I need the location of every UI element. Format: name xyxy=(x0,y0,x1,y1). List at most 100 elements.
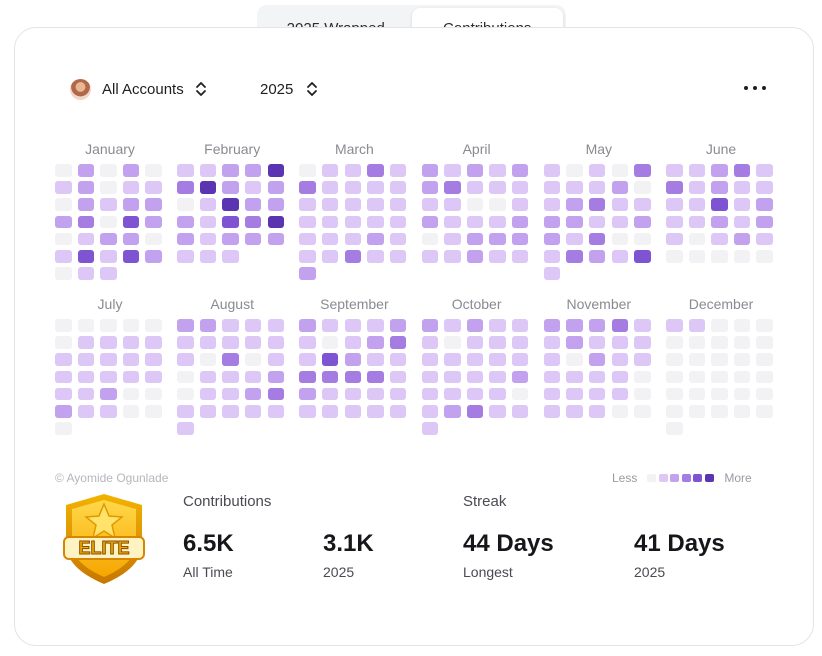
day-cell[interactable] xyxy=(588,336,606,349)
day-cell[interactable] xyxy=(711,181,728,194)
day-cell[interactable] xyxy=(299,405,316,418)
day-cell[interactable] xyxy=(466,181,484,194)
day-cell[interactable] xyxy=(100,336,117,349)
day-cell[interactable] xyxy=(666,198,683,211)
day-cell[interactable] xyxy=(666,405,683,418)
day-cell[interactable] xyxy=(145,353,162,366)
day-cell[interactable] xyxy=(466,387,484,401)
day-cell[interactable] xyxy=(299,232,316,246)
day-cell[interactable] xyxy=(199,181,217,194)
day-cell[interactable] xyxy=(444,387,461,401)
day-cell[interactable] xyxy=(122,198,140,211)
day-cell[interactable] xyxy=(756,319,773,332)
day-cell[interactable] xyxy=(389,319,407,332)
day-cell[interactable] xyxy=(177,250,194,263)
day-cell[interactable] xyxy=(756,232,773,246)
day-cell[interactable] xyxy=(100,387,117,401)
day-cell[interactable] xyxy=(199,353,217,366)
day-cell[interactable] xyxy=(756,181,773,194)
day-cell[interactable] xyxy=(588,181,606,194)
day-cell[interactable] xyxy=(244,405,262,418)
day-cell[interactable] xyxy=(611,250,629,263)
day-cell[interactable] xyxy=(421,319,439,332)
day-cell[interactable] xyxy=(267,387,285,401)
day-cell[interactable] xyxy=(222,198,239,211)
day-cell[interactable] xyxy=(122,336,140,349)
day-cell[interactable] xyxy=(733,370,751,384)
day-cell[interactable] xyxy=(122,164,140,177)
day-cell[interactable] xyxy=(145,250,162,263)
day-cell[interactable] xyxy=(267,198,285,211)
day-cell[interactable] xyxy=(77,387,95,401)
day-cell[interactable] xyxy=(466,319,484,332)
day-cell[interactable] xyxy=(344,336,362,349)
day-cell[interactable] xyxy=(77,250,95,263)
day-cell[interactable] xyxy=(511,405,529,418)
day-cell[interactable] xyxy=(77,267,95,280)
day-cell[interactable] xyxy=(666,422,683,435)
day-cell[interactable] xyxy=(55,232,72,246)
day-cell[interactable] xyxy=(344,215,362,229)
day-cell[interactable] xyxy=(177,422,194,435)
day-cell[interactable] xyxy=(543,336,561,349)
day-cell[interactable] xyxy=(122,353,140,366)
day-cell[interactable] xyxy=(466,336,484,349)
day-cell[interactable] xyxy=(122,232,140,246)
day-cell[interactable] xyxy=(177,232,194,246)
day-cell[interactable] xyxy=(634,370,651,384)
day-cell[interactable] xyxy=(421,370,439,384)
day-cell[interactable] xyxy=(666,232,683,246)
day-cell[interactable] xyxy=(55,198,72,211)
day-cell[interactable] xyxy=(145,336,162,349)
day-cell[interactable] xyxy=(421,405,439,418)
day-cell[interactable] xyxy=(688,387,706,401)
day-cell[interactable] xyxy=(444,336,461,349)
day-cell[interactable] xyxy=(489,181,506,194)
day-cell[interactable] xyxy=(511,198,529,211)
day-cell[interactable] xyxy=(344,250,362,263)
day-cell[interactable] xyxy=(444,232,461,246)
day-cell[interactable] xyxy=(666,336,683,349)
day-cell[interactable] xyxy=(711,232,728,246)
day-cell[interactable] xyxy=(511,232,529,246)
day-cell[interactable] xyxy=(222,232,239,246)
day-cell[interactable] xyxy=(177,319,194,332)
day-cell[interactable] xyxy=(389,232,407,246)
day-cell[interactable] xyxy=(489,232,506,246)
day-cell[interactable] xyxy=(122,181,140,194)
day-cell[interactable] xyxy=(222,353,239,366)
day-cell[interactable] xyxy=(421,387,439,401)
day-cell[interactable] xyxy=(489,319,506,332)
day-cell[interactable] xyxy=(511,164,529,177)
day-cell[interactable] xyxy=(489,387,506,401)
day-cell[interactable] xyxy=(666,319,683,332)
day-cell[interactable] xyxy=(611,181,629,194)
day-cell[interactable] xyxy=(100,232,117,246)
day-cell[interactable] xyxy=(267,215,285,229)
day-cell[interactable] xyxy=(367,215,384,229)
day-cell[interactable] xyxy=(145,164,162,177)
day-cell[interactable] xyxy=(466,353,484,366)
day-cell[interactable] xyxy=(199,250,217,263)
day-cell[interactable] xyxy=(733,215,751,229)
day-cell[interactable] xyxy=(489,370,506,384)
day-cell[interactable] xyxy=(199,232,217,246)
day-cell[interactable] xyxy=(566,319,583,332)
day-cell[interactable] xyxy=(666,250,683,263)
day-cell[interactable] xyxy=(389,250,407,263)
day-cell[interactable] xyxy=(55,215,72,229)
day-cell[interactable] xyxy=(566,164,583,177)
day-cell[interactable] xyxy=(611,319,629,332)
day-cell[interactable] xyxy=(244,181,262,194)
day-cell[interactable] xyxy=(466,164,484,177)
day-cell[interactable] xyxy=(733,353,751,366)
day-cell[interactable] xyxy=(177,181,194,194)
day-cell[interactable] xyxy=(145,405,162,418)
day-cell[interactable] xyxy=(367,198,384,211)
day-cell[interactable] xyxy=(100,353,117,366)
day-cell[interactable] xyxy=(344,198,362,211)
day-cell[interactable] xyxy=(543,405,561,418)
day-cell[interactable] xyxy=(688,353,706,366)
day-cell[interactable] xyxy=(321,215,339,229)
day-cell[interactable] xyxy=(267,405,285,418)
